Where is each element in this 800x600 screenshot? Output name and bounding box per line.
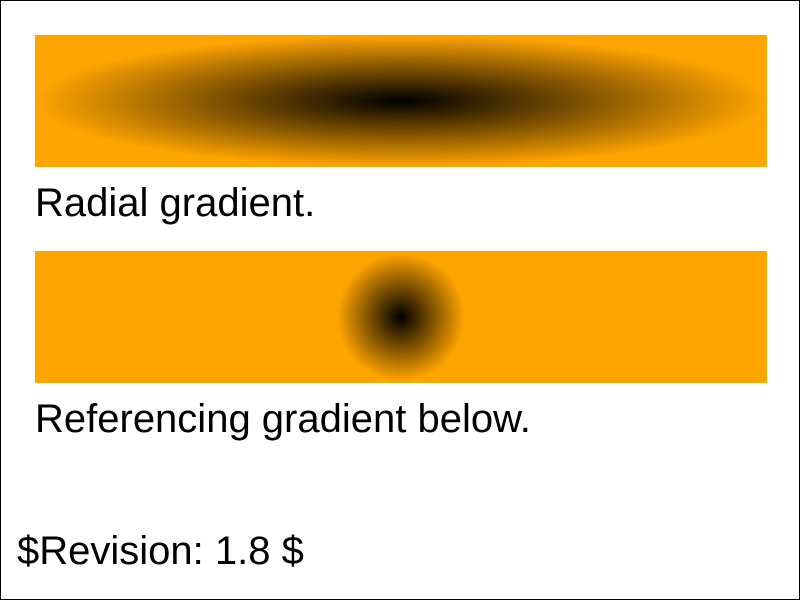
referenced-gradient-swatch <box>35 251 767 383</box>
radial-gradient-swatch <box>35 35 767 167</box>
radial-gradient-caption: Radial gradient. <box>35 181 316 225</box>
referenced-gradient-caption: Referencing gradient below. <box>35 397 531 441</box>
revision-label: $Revision: 1.8 $ <box>17 529 304 573</box>
